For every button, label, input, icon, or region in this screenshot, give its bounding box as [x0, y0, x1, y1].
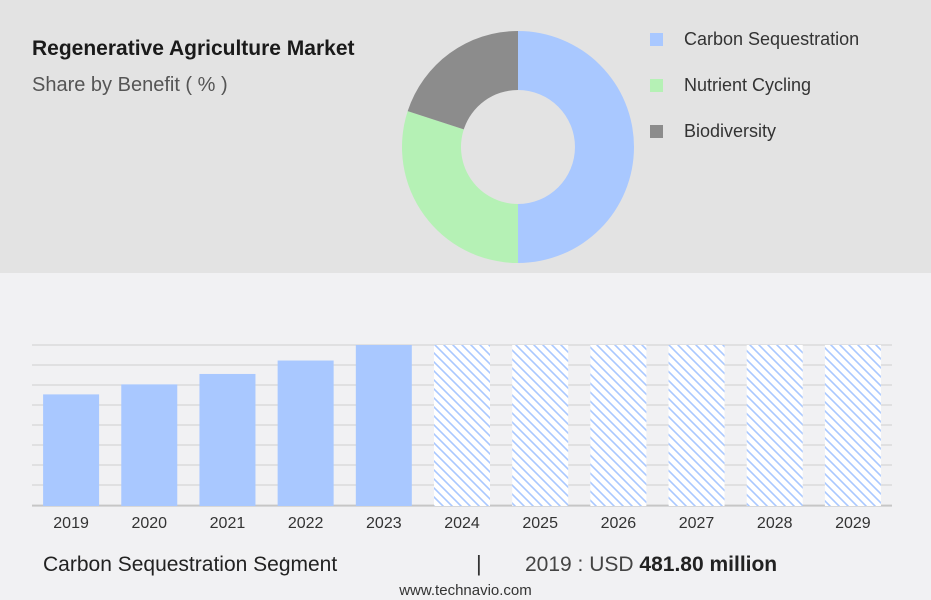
footer-amount: 481.80 million: [639, 553, 778, 576]
chart-subtitle: Share by Benefit ( % ): [32, 74, 228, 96]
chart-title: Regenerative Agriculture Market: [32, 37, 355, 60]
x-tick-label: 2029: [835, 515, 871, 532]
bar-forecast-2029: [824, 345, 881, 506]
x-tick-label: 2023: [366, 515, 402, 532]
legend-swatch: [650, 78, 663, 92]
footer-separator: |: [476, 551, 482, 576]
donut-slice-0: [518, 31, 634, 263]
legend-item-carbon-sequestration: Carbon Sequestration: [650, 16, 859, 62]
x-tick-label: 2020: [131, 515, 167, 532]
bar-2023: [355, 345, 412, 506]
source-link[interactable]: www.technavio.com: [399, 582, 532, 599]
x-tick-label: 2022: [288, 515, 324, 532]
bar-forecast-2028: [746, 345, 803, 506]
footer-segment: Carbon Sequestration Segment: [43, 553, 338, 576]
bar-chart: 2019 2020 2021 2022 2023 2024 2025 2026 2027 2028…: [32, 344, 892, 532]
x-tick-label: 2026: [601, 515, 637, 532]
x-tick-label: 2027: [679, 515, 715, 532]
bar-2022: [277, 360, 334, 506]
footer-value: 2019 : USD 481.80 million: [525, 553, 777, 577]
legend: Carbon Sequestration Nutrient Cycling Bi…: [650, 16, 859, 154]
donut-slice-1: [401, 111, 518, 264]
footer-year-label: 2019 : USD: [525, 553, 634, 576]
x-tick-label: 2028: [757, 515, 793, 532]
x-tick-label: 2024: [444, 515, 480, 532]
legend-swatch: [650, 124, 663, 138]
legend-item-biodiversity: Biodiversity: [650, 108, 859, 154]
bar-forecast-2025: [512, 345, 569, 506]
legend-label: Carbon Sequestration: [684, 28, 860, 49]
legend-swatch: [650, 32, 663, 46]
bar-forecast-2027: [668, 345, 725, 506]
bar-forecast-2026: [590, 345, 647, 506]
bar-2021: [199, 373, 256, 506]
donut-chart: [401, 31, 634, 264]
x-tick-label: 2025: [522, 515, 558, 532]
legend-label: Nutrient Cycling: [684, 74, 812, 95]
x-tick-label: 2021: [210, 515, 246, 532]
bar-2019: [43, 394, 100, 506]
bar-forecast-2024: [434, 345, 490, 506]
donut-slice-2: [407, 31, 518, 130]
x-tick-label: 2019: [53, 515, 89, 532]
legend-label: Biodiversity: [684, 120, 777, 141]
bar-2020: [121, 384, 178, 506]
legend-item-nutrient-cycling: Nutrient Cycling: [650, 62, 859, 108]
